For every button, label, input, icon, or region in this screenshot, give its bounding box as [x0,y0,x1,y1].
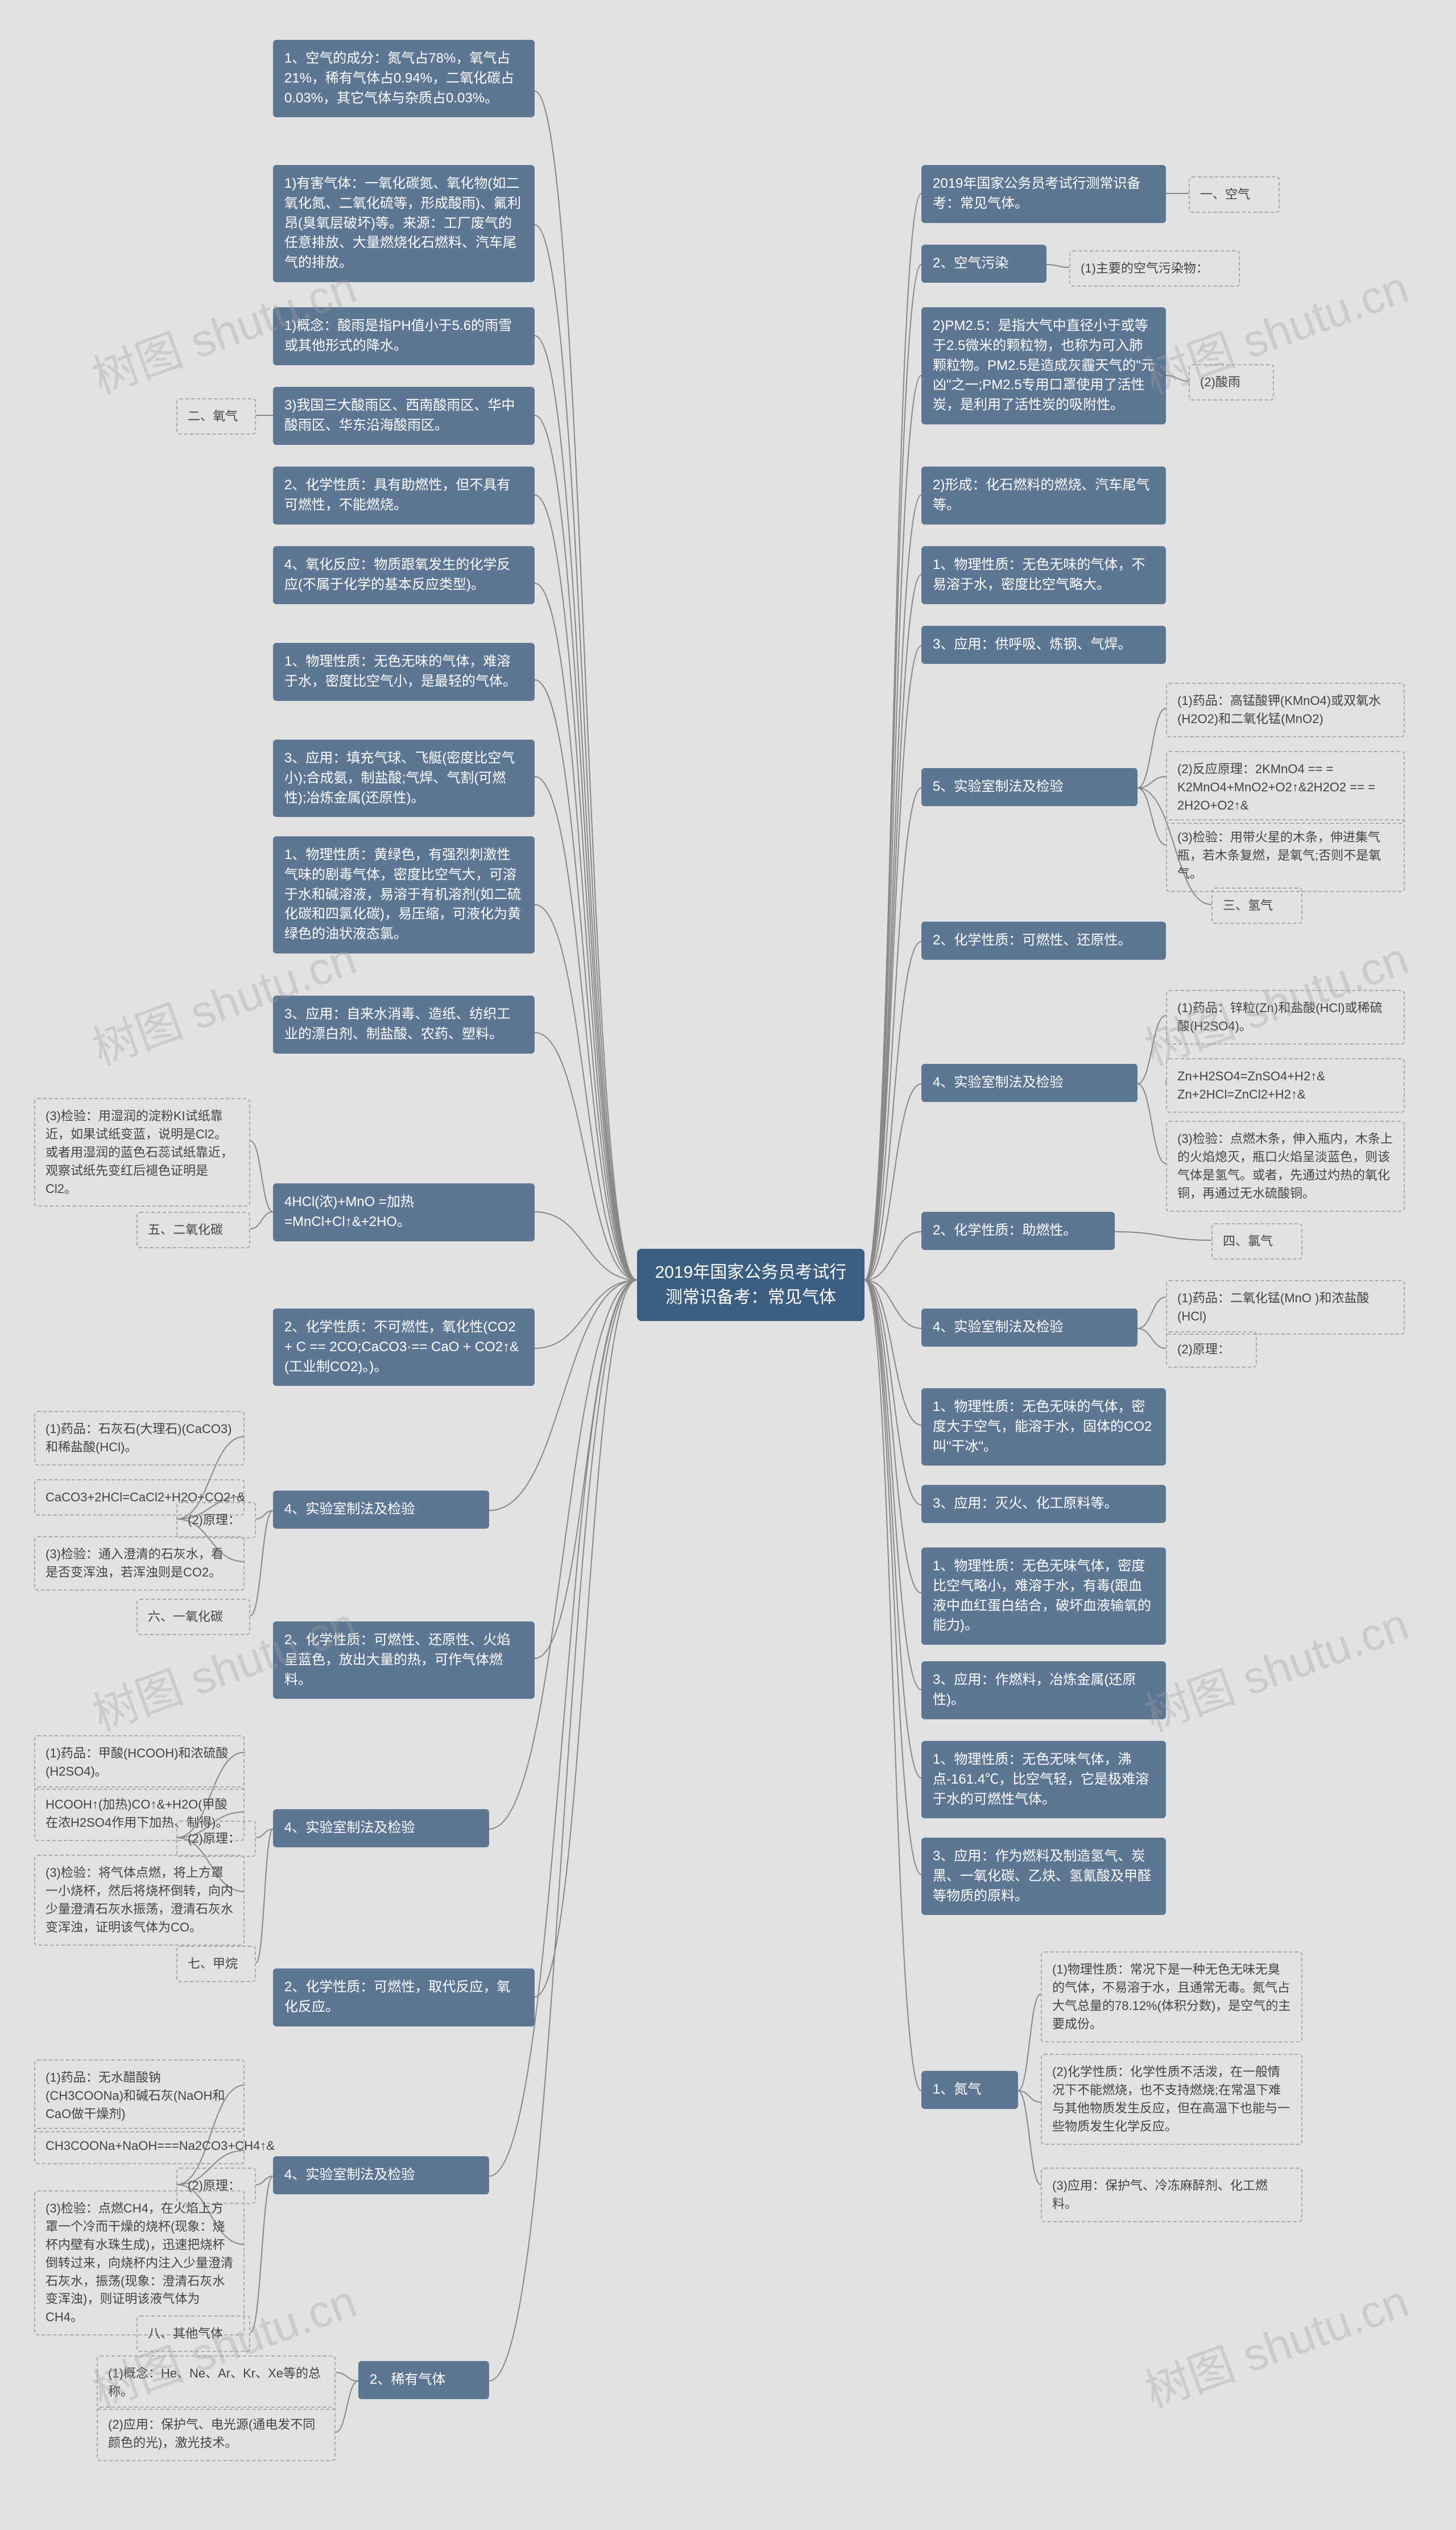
right-leaf-11: 四、氯气 [1211,1223,1302,1260]
right-leaf-13: (2)原理： [1166,1331,1257,1368]
right-topic-10: 4、实验室制法及检验 [921,1309,1138,1347]
left-topic-5: 4、氧化反应：物质跟氧发生的化学反应(不属于化学的基本反应类型)。 [273,546,535,604]
right-leaf-15: (2)化学性质：化学性质不活泼，在一般情况下不能燃烧，也不支持燃烧;在常温下难与… [1041,2054,1302,2145]
left-topic-2: 1)概念：酸雨是指PH值小于5.6的雨雪或其他形式的降水。 [273,307,535,365]
left-leaf-3: (1)药品：石灰石(大理石)(CaCO3)和稀盐酸(HCl)。 [34,1411,245,1466]
right-leaf-5: (3)检验：用带火星的木条，伸进集气瓶，若木条复燃，是氧气;否则不是氧气。 [1166,819,1405,892]
root-node: 2019年国家公务员考试行测常识备考：常见气体 [637,1249,864,1321]
left-leaf-12: 七、甲烷 [176,1946,256,1982]
right-topic-8: 4、实验室制法及检验 [921,1064,1138,1102]
left-topic-17: 2、稀有气体 [358,2361,489,2399]
right-topic-9: 2、化学性质：助燃性。 [921,1212,1115,1250]
left-topic-16: 4、实验室制法及检验 [273,2156,489,2194]
left-topic-14: 4、实验室制法及检验 [273,1809,489,1847]
right-topic-6: 5、实验室制法及检验 [921,768,1138,806]
right-topic-12: 3、应用：灭火、化工原料等。 [921,1485,1166,1523]
left-leaf-2: 五、二氧化碳 [136,1212,250,1248]
right-topic-16: 3、应用：作为燃料及制造氢气、炭黑、一氧化碳、乙炔、氢氰酸及甲醛等物质的原料。 [921,1838,1166,1915]
left-leaf-1: (3)检验：用湿润的淀粉KI试纸靠近，如果试纸变蓝，说明是Cl2。或者用湿润的蓝… [34,1098,250,1207]
left-topic-7: 3、应用：填充气球、飞艇(密度比空气小);合成氨，制盐酸;气焊、气割(可燃性);… [273,740,535,817]
right-leaf-2: (2)酸雨 [1189,364,1274,401]
left-leaf-16: (3)检验：点燃CH4，在火焰上方罩一个冷而干燥的烧杯(现象：烧杯内壁有水珠生成… [34,2190,245,2335]
right-topic-14: 3、应用：作燃料，冶炼金属(还原性)。 [921,1661,1166,1719]
left-topic-6: 1、物理性质：无色无味的气体，难溶于水，密度比空气小，是最轻的气体。 [273,643,535,701]
left-leaf-6: (3)检验：通入澄清的石灰水，看是否变浑浊，若浑浊则是CO2。 [34,1536,245,1591]
left-topic-10: 4HCl(浓)+MnO =加热=MnCl+Cl↑&+2HO。 [273,1183,535,1241]
right-leaf-10: (3)检验：点燃木条，伸入瓶内，木条上的火焰熄灭，瓶口火焰呈淡蓝色，则该气体是氢… [1166,1121,1405,1212]
left-topic-4: 2、化学性质：具有助燃性，但不具有可燃性，不能燃烧。 [273,467,535,525]
left-leaf-19: (2)应用：保护气、电光源(通电发不同颜色的光)，激光技术。 [97,2407,336,2461]
left-topic-13: 2、化学性质：可燃性、还原性、火焰呈蓝色，放出大量的热，可作气体燃料。 [273,1621,535,1699]
left-topic-0: 1、空气的成分：氮气占78%，氧气占21%，稀有气体占0.94%，二氧化碳占0.… [273,40,535,117]
right-topic-4: 1、物理性质：无色无味的气体，不易溶于水，密度比空气略大。 [921,546,1166,604]
right-topic-13: 1、物理性质：无色无味气体，密度比空气略小，难溶于水，有毒(跟血液中血红蛋白结合… [921,1547,1166,1645]
right-topic-15: 1、物理性质：无色无味气体，沸点-161.4℃，比空气轻，它是极难溶于水的可燃性… [921,1741,1166,1818]
right-topic-17: 1、氮气 [921,2071,1018,2109]
left-topic-15: 2、化学性质：可燃性，取代反应，氧化反应。 [273,1968,535,2027]
right-leaf-8: Zn+H2SO4=ZnSO4+H2↑& Zn+2HCl=ZnCl2+H2↑& [1166,1058,1405,1113]
right-leaf-6: 三、氢气 [1211,888,1302,924]
left-leaf-11: (3)检验：将气体点燃，将上方罩一小烧杯，然后将烧杯倒转，向内少量澄清石灰水振荡… [34,1855,245,1946]
right-topic-0: 2019年国家公务员考试行测常识备考：常见气体。 [921,165,1166,223]
right-topic-3: 2)形成：化石燃料的燃烧、汽车尾气等。 [921,467,1166,525]
right-leaf-0: 一、空气 [1189,176,1280,213]
left-leaf-10: (2)原理： [176,1821,256,1857]
left-leaf-18: (1)概念：He、Ne、Ar、Kr、Xe等的总称。 [97,2355,336,2410]
right-leaf-3: (1)药品：高锰酸钾(KMnO4)或双氧水(H2O2)和二氧化锰(MnO2) [1166,683,1405,737]
right-topic-7: 2、化学性质：可燃性、还原性。 [921,922,1166,960]
left-topic-11: 2、化学性质：不可燃性，氧化性(CO2 + C == 2CO;CaCO3·== … [273,1309,535,1386]
left-leaf-8: (1)药品：甲酸(HCOOH)和浓硫酸(H2SO4)。 [34,1735,245,1790]
right-leaf-16: (3)应用：保护气、冷冻麻醉剂、化工燃料。 [1041,2168,1302,2222]
right-leaf-7: (1)药品：锌粒(Zn)和盐酸(HCl)或稀硫酸(H2SO4)。 [1166,990,1405,1045]
right-topic-5: 3、应用：供呼吸、炼钢、气焊。 [921,626,1166,664]
right-leaf-4: (2)反应原理：2KMnO4 == = K2MnO4+MnO2+O2↑&2H2O… [1166,751,1405,824]
left-leaf-5: (2)原理： [176,1502,256,1538]
left-topic-3: 3)我国三大酸雨区、西南酸雨区、华中酸雨区、华东沿海酸雨区。 [273,387,535,445]
left-leaf-7: 六、一氧化碳 [136,1599,250,1635]
right-topic-2: 2)PM2.5：是指大气中直径小于或等于2.5微米的颗粒物，也称为可入肺颗粒物。… [921,307,1166,424]
left-leaf-17: 八、其他气体 [136,2316,250,2352]
right-topic-11: 1、物理性质：无色无味的气体，密度大于空气，能溶于水，固体的CO2叫"干冰"。 [921,1388,1166,1466]
left-leaf-13: (1)药品：无水醋酸钠(CH3COONa)和碱石灰(NaOH和CaO做干燥剂) [34,2060,245,2132]
right-leaf-12: (1)药品：二氧化锰(MnO )和浓盐酸(HCl) [1166,1280,1405,1335]
left-leaf-0: 二、氧气 [176,398,256,435]
left-topic-1: 1)有害气体：一氧化碳氮、氧化物(如二氧化氮、二氧化硫等，形成酸雨)、氟利昂(臭… [273,165,535,282]
right-leaf-1: (1)主要的空气污染物： [1069,250,1240,287]
right-topic-1: 2、空气污染 [921,245,1046,283]
left-topic-9: 3、应用：自来水消毒、造纸、纺织工业的漂白剂、制盐酸、农药、塑料。 [273,996,535,1054]
left-topic-8: 1、物理性质：黄绿色，有强烈刺激性气味的剧毒气体，密度比空气大，可溶于水和碱溶液… [273,836,535,954]
left-leaf-14: CH3COONa+NaOH===Na2CO3+CH4↑& [34,2128,245,2164]
left-topic-12: 4、实验室制法及检验 [273,1491,489,1529]
right-leaf-14: (1)物理性质：常况下是一种无色无味无臭的气体，不易溶于水，且通常无毒。氮气占大… [1041,1951,1302,2042]
